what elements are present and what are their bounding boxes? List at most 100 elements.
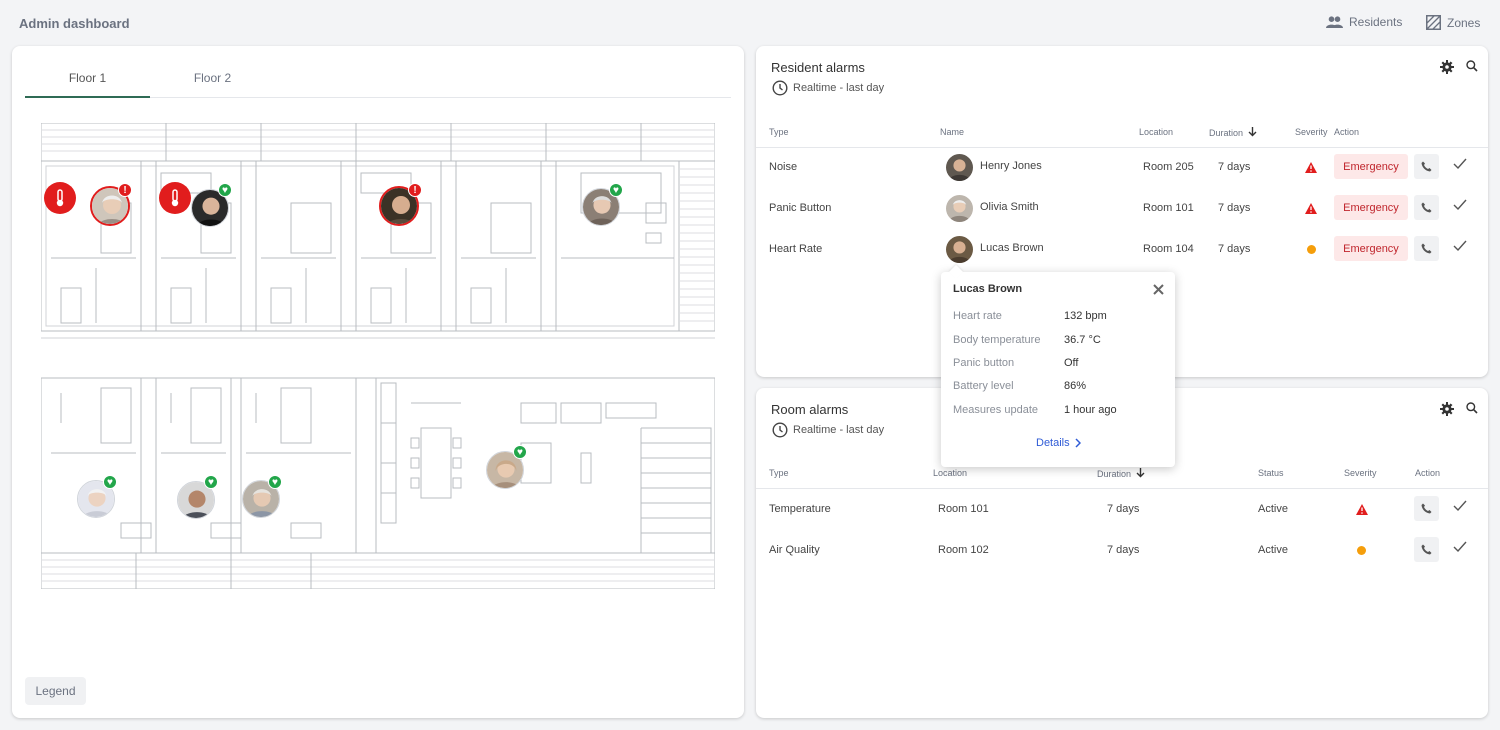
phone-icon xyxy=(1421,544,1432,555)
table-row[interactable]: Air Quality Room 102 7 days Active xyxy=(756,530,1488,570)
room-alarms-table-header: Type Location Duration Status Severity A… xyxy=(756,449,1488,489)
room-alarms-subtitle: Realtime - last day xyxy=(772,422,884,438)
acknowledge-button[interactable] xyxy=(1453,158,1467,172)
status: Active xyxy=(1258,544,1288,556)
floor-map-card: Floor 1 Floor 2 xyxy=(12,46,744,718)
zones-label: Zones xyxy=(1447,15,1481,30)
tab-floor-2[interactable]: Floor 2 xyxy=(193,71,232,85)
subtitle-text: Realtime - last day xyxy=(793,82,885,94)
call-button[interactable] xyxy=(1414,154,1439,179)
alarm-type: Noise xyxy=(769,161,798,173)
resident-name[interactable]: Lucas Brown xyxy=(980,242,1044,254)
alarm-type: Temperature xyxy=(769,503,831,515)
duration: 7 days xyxy=(1107,503,1140,515)
ok-badge: ♥ xyxy=(218,183,232,197)
field-label: Panic button xyxy=(953,357,1015,369)
floor-tabs: Floor 1 Floor 2 xyxy=(25,64,731,98)
residents-link[interactable]: Residents xyxy=(1326,15,1402,29)
tab-floor-1[interactable]: Floor 1 xyxy=(68,71,107,85)
temperature-alert-marker[interactable] xyxy=(159,182,191,214)
popup-resident-name: Lucas Brown xyxy=(953,283,1023,295)
avatar xyxy=(946,195,973,222)
emergency-button[interactable]: Emergency xyxy=(1334,154,1408,179)
table-row[interactable]: Panic Button Olivia Smith Room 101 7 day… xyxy=(756,188,1488,228)
field-label: Battery level xyxy=(953,380,1014,392)
gear-icon xyxy=(1440,60,1454,74)
settings-button[interactable] xyxy=(1440,60,1454,77)
col-type: Type xyxy=(769,468,789,478)
col-severity: Severity xyxy=(1344,468,1377,478)
top-bar: Admin dashboard Residents Zones xyxy=(0,0,1500,46)
resident-detail-popup: Lucas Brown Heart rate 132 bpm Body temp… xyxy=(941,264,1175,467)
call-button[interactable] xyxy=(1414,195,1439,220)
resident-name[interactable]: Olivia Smith xyxy=(980,201,1039,213)
resident-name[interactable]: Henry Jones xyxy=(980,160,1042,172)
col-name: Name xyxy=(940,127,965,137)
check-icon xyxy=(1453,240,1467,252)
call-button[interactable] xyxy=(1414,537,1439,562)
high-severity-icon xyxy=(1305,162,1317,173)
thermometer-icon xyxy=(56,189,64,207)
col-action: Action xyxy=(1334,127,1360,137)
resident-photo-icon xyxy=(192,190,228,226)
phone-icon xyxy=(1421,243,1432,254)
col-duration[interactable]: Duration xyxy=(1209,127,1257,138)
clock-icon xyxy=(772,422,788,438)
clock-icon xyxy=(772,80,788,96)
alarm-type: Heart Rate xyxy=(769,243,823,255)
col-severity: Severity xyxy=(1295,127,1328,137)
table-row[interactable]: Temperature Room 101 7 days Active xyxy=(756,489,1488,529)
acknowledge-button[interactable] xyxy=(1453,199,1467,213)
phone-icon xyxy=(1421,202,1432,213)
temperature-alert-marker[interactable] xyxy=(44,182,76,214)
resident-alarms-title: Resident alarms xyxy=(771,60,865,75)
subtitle-text: Realtime - last day xyxy=(793,424,885,436)
active-tab-indicator xyxy=(25,96,150,98)
check-icon xyxy=(1453,500,1467,512)
residents-label: Residents xyxy=(1349,15,1403,29)
zones-link[interactable]: Zones xyxy=(1426,15,1480,30)
chevron-right-icon xyxy=(1075,438,1081,448)
col-status: Status xyxy=(1258,468,1284,478)
search-button[interactable] xyxy=(1466,60,1478,75)
phone-icon xyxy=(1421,161,1432,172)
acknowledge-button[interactable] xyxy=(1453,541,1467,555)
details-link[interactable]: Details xyxy=(1036,437,1081,449)
col-type: Type xyxy=(769,127,789,137)
resident-marker[interactable] xyxy=(191,189,229,227)
sort-arrow-icon xyxy=(1248,127,1257,137)
call-button[interactable] xyxy=(1414,496,1439,521)
table-row[interactable]: Noise Henry Jones Room 205 7 days Emerge… xyxy=(756,147,1488,187)
details-label: Details xyxy=(1036,437,1070,449)
acknowledge-button[interactable] xyxy=(1453,500,1467,514)
ok-badge: ♥ xyxy=(103,475,117,489)
emergency-button[interactable]: Emergency xyxy=(1334,236,1408,261)
resident-marker[interactable] xyxy=(582,188,620,226)
acknowledge-button[interactable] xyxy=(1453,240,1467,254)
search-icon xyxy=(1466,402,1478,414)
resident-marker[interactable] xyxy=(90,186,130,226)
table-row[interactable]: Heart Rate Lucas Brown Room 104 7 days E… xyxy=(756,229,1488,269)
location: Room 101 xyxy=(938,503,989,515)
col-duration[interactable]: Duration xyxy=(1097,468,1145,479)
legend-button[interactable]: Legend xyxy=(25,677,86,705)
settings-button[interactable] xyxy=(1440,402,1454,419)
duration: 7 days xyxy=(1218,243,1251,255)
ok-badge: ♥ xyxy=(204,475,218,489)
field-value: 86% xyxy=(1064,380,1087,392)
resident-alarms-table-header: Type Name Location Duration Severity Act… xyxy=(756,108,1488,148)
check-icon xyxy=(1453,541,1467,553)
ok-badge: ♥ xyxy=(513,445,527,459)
call-button[interactable] xyxy=(1414,236,1439,261)
app-title: Admin dashboard xyxy=(19,16,130,31)
location: Room 101 xyxy=(1143,202,1194,214)
emergency-button[interactable]: Emergency xyxy=(1334,195,1408,220)
location: Room 205 xyxy=(1143,161,1194,173)
search-icon xyxy=(1466,60,1478,72)
close-button[interactable] xyxy=(1153,284,1164,298)
field-label: Heart rate xyxy=(953,310,1002,322)
search-button[interactable] xyxy=(1466,402,1478,417)
medium-severity-icon xyxy=(1307,245,1316,254)
gear-icon xyxy=(1440,402,1454,416)
col-duration-label: Duration xyxy=(1097,469,1132,479)
